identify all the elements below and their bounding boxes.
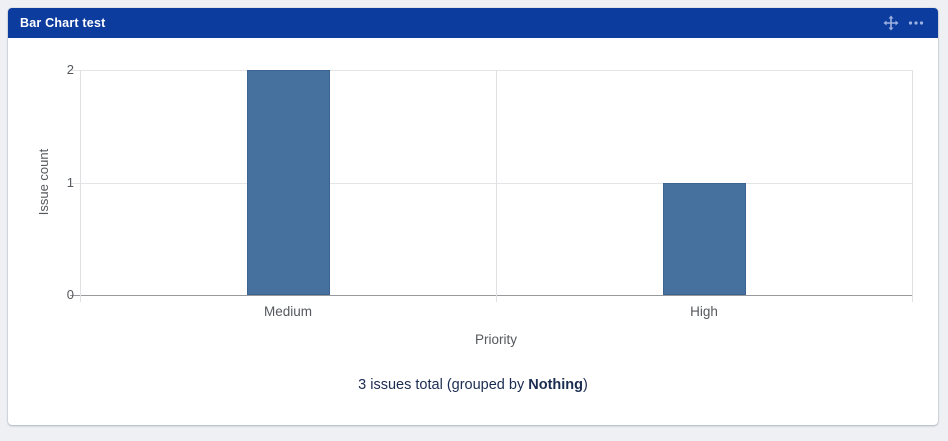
grid-vline: [80, 70, 81, 302]
bar-chart: Issue count Priority 0 1 2 Medium High: [8, 8, 938, 425]
summary-group-by: Nothing: [528, 377, 583, 393]
gadget-header[interactable]: Bar Chart test: [8, 8, 938, 38]
move-icon[interactable]: [883, 15, 899, 31]
issues-summary: 3 issues total (grouped by Nothing): [8, 377, 938, 393]
summary-prefix: 3 issues total (grouped by: [358, 377, 529, 393]
summary-suffix: ): [583, 377, 588, 393]
grid-vline: [496, 70, 497, 302]
y-gridline: [70, 182, 912, 184]
bar-chart-gadget: Bar Chart test Issue count Prio: [8, 8, 938, 425]
gadget-title: Bar Chart test: [20, 16, 106, 30]
more-options-icon[interactable]: [908, 15, 924, 31]
x-tick-label: High: [690, 304, 718, 319]
y-gridline: [70, 70, 912, 71]
y-tick-label: 0: [66, 287, 74, 302]
bar-high[interactable]: [662, 182, 746, 295]
y-tick-label: 2: [66, 62, 74, 77]
x-axis-title: Priority: [474, 332, 517, 347]
x-tick-label: Medium: [263, 304, 312, 319]
x-axis-line: [70, 295, 912, 296]
y-tick-label: 1: [66, 174, 74, 190]
grid-vline: [912, 70, 913, 302]
gadget-header-actions: [883, 15, 924, 31]
bar-medium[interactable]: [246, 70, 330, 295]
